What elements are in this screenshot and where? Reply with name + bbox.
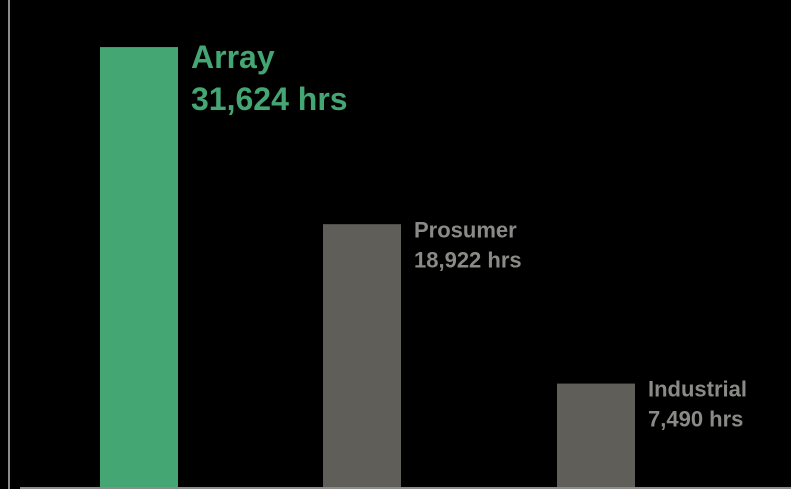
- bar-industrial: [557, 383, 635, 488]
- labels-group: Array 31,624 hrs Prosumer 18,922 hrs Industr…: [191, 39, 747, 432]
- bar-prosumer: [323, 224, 401, 488]
- value-label-prosumer: 18,922 hrs: [414, 247, 522, 272]
- category-label-prosumer: Prosumer: [414, 217, 517, 242]
- value-label-array: 31,624 hrs: [191, 81, 348, 117]
- bars-group: [100, 47, 635, 489]
- category-label-industrial: Industrial: [648, 377, 747, 402]
- category-label-array: Array: [191, 39, 275, 75]
- value-label-industrial: 7,490 hrs: [648, 407, 743, 432]
- bar-array: [100, 47, 178, 489]
